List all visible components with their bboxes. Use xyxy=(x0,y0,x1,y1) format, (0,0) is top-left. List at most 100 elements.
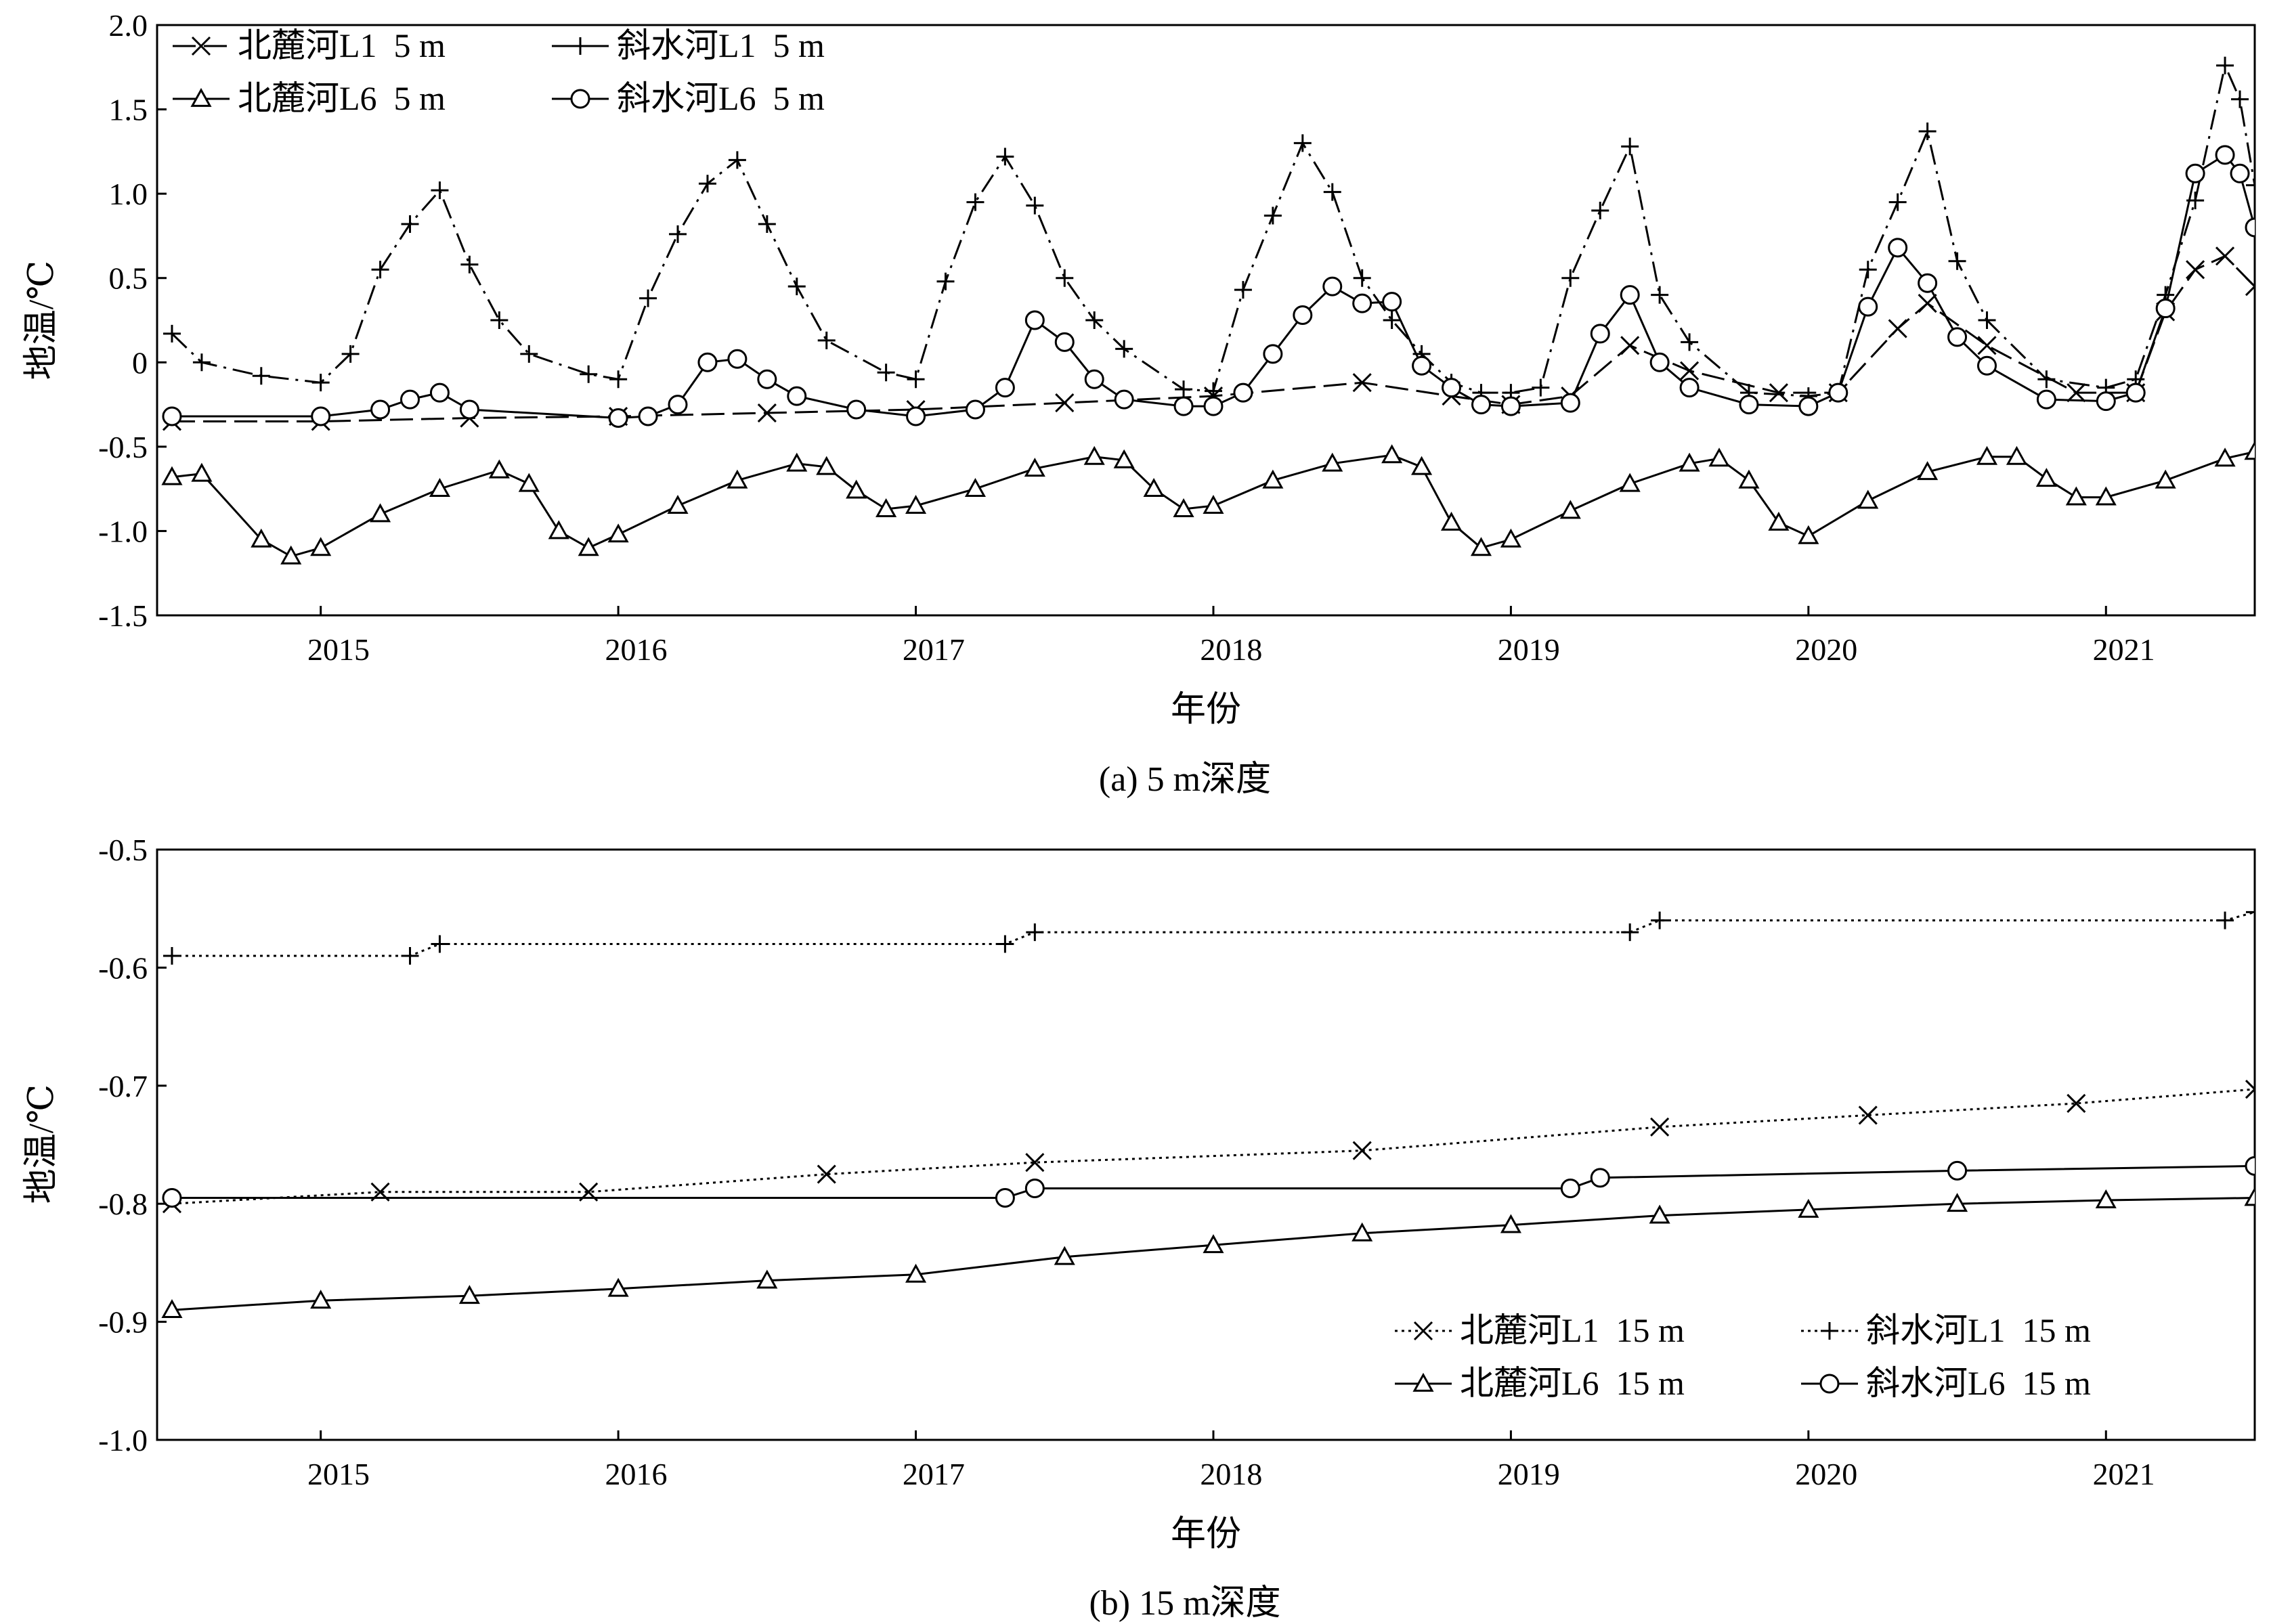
data-point xyxy=(875,498,897,517)
data-point xyxy=(460,255,479,273)
legend-marker xyxy=(1819,1374,1840,1394)
series-line xyxy=(171,62,2255,397)
data-point xyxy=(2245,1079,2255,1099)
data-point xyxy=(1203,396,1224,416)
data-point xyxy=(1977,355,1997,376)
data-point xyxy=(1083,445,1105,465)
data-point xyxy=(607,1277,629,1297)
data-point xyxy=(1650,1117,1670,1137)
x-tick-label: 2020 xyxy=(1795,1457,1857,1491)
data-point xyxy=(1056,269,1074,287)
data-point xyxy=(1352,373,1372,393)
series-plus xyxy=(163,903,2255,965)
data-point xyxy=(1649,1204,1670,1224)
data-point xyxy=(1412,355,1432,376)
data-point xyxy=(518,473,540,492)
chart-panel-b: -1.0-0.9-0.8-0.7-0.6-0.5 2015 2016 2017 201… xyxy=(22,833,2256,1623)
data-point xyxy=(1590,1168,1610,1188)
data-point xyxy=(251,528,272,548)
data-point xyxy=(1353,269,1371,287)
data-point xyxy=(2036,389,2056,410)
data-point xyxy=(1828,382,1848,403)
data-point xyxy=(727,349,748,369)
data-point xyxy=(698,175,716,193)
legend-label: 斜水河L6 15 m xyxy=(1866,1364,2091,1402)
series-triangle xyxy=(161,441,2255,565)
data-point xyxy=(1619,473,1641,492)
data-point xyxy=(1888,238,1908,258)
series-group-b xyxy=(161,903,2255,1319)
data-point xyxy=(2215,246,2235,266)
x-tick-label: 2017 xyxy=(903,632,965,667)
data-point xyxy=(1442,378,1462,398)
data-point xyxy=(846,479,867,499)
chart-panel-a: -1.5-1.0-0.500.51.01.52.0 2015 2016 2017 20… xyxy=(22,8,2256,799)
data-point xyxy=(191,462,213,482)
data-point xyxy=(1681,333,1699,351)
x-axis-label-b: 年份 xyxy=(1171,1515,1241,1554)
data-point xyxy=(1351,1222,1373,1242)
legend-marker xyxy=(190,87,212,107)
data-point xyxy=(965,399,985,420)
data-point xyxy=(1977,336,1997,355)
data-point xyxy=(757,403,777,423)
data-point xyxy=(1769,383,1788,403)
data-point xyxy=(1918,273,1938,293)
data-point xyxy=(906,406,926,426)
series-circle xyxy=(162,1156,2255,1208)
data-point xyxy=(1947,1193,1968,1212)
data-point xyxy=(1115,340,1133,358)
x-tick-label: 2018 xyxy=(1200,1457,1262,1491)
data-point xyxy=(1739,395,1759,415)
y-tick-label: 1.0 xyxy=(109,177,148,211)
legend-label: 北麓河L1 15 m xyxy=(1460,1311,1685,1349)
data-point xyxy=(310,537,332,556)
data-point xyxy=(2185,163,2205,183)
data-point xyxy=(1947,327,1968,347)
data-point xyxy=(1352,293,1372,313)
data-point xyxy=(1500,396,1521,416)
data-point xyxy=(1322,452,1343,472)
legend-item: 北麓河L6 5 m xyxy=(173,79,446,117)
data-point xyxy=(1352,1141,1372,1160)
data-point xyxy=(757,369,777,389)
data-point xyxy=(2037,370,2056,389)
y-tick-label: -0.5 xyxy=(98,833,148,867)
data-point xyxy=(161,466,183,485)
data-point xyxy=(1679,378,1700,398)
data-point xyxy=(1470,537,1492,556)
data-point xyxy=(728,151,746,169)
legend-label: 斜水河L6 5 m xyxy=(617,79,825,117)
data-point xyxy=(252,367,270,385)
data-point xyxy=(996,935,1014,953)
data-point xyxy=(609,370,628,389)
data-point xyxy=(371,261,389,279)
data-point xyxy=(2244,1187,2255,1206)
data-point xyxy=(1025,1153,1045,1172)
data-point xyxy=(1738,469,1760,489)
legend-label: 北麓河L1 5 m xyxy=(238,26,446,64)
data-point xyxy=(2095,1189,2117,1208)
legend-label: 斜水河L1 15 m xyxy=(1866,1311,2091,1349)
legend-marker xyxy=(1413,1321,1433,1341)
data-point xyxy=(2245,217,2255,238)
data-point xyxy=(1560,393,1580,413)
series-line xyxy=(171,1088,2255,1205)
data-point xyxy=(1559,500,1581,519)
data-point xyxy=(1500,1214,1521,1233)
data-point xyxy=(431,181,449,200)
data-point xyxy=(429,478,451,498)
data-point xyxy=(490,311,509,329)
data-point xyxy=(1649,352,1670,372)
data-point xyxy=(786,452,808,472)
data-point xyxy=(1263,344,1283,364)
data-point xyxy=(1651,286,1669,304)
x-tick-label: 2016 xyxy=(605,1457,667,1491)
data-point xyxy=(1621,923,1639,942)
series-group-a xyxy=(161,56,2255,565)
data-point xyxy=(1382,292,1402,312)
legend-item: 斜水河L1 15 m xyxy=(1801,1311,2091,1349)
data-point xyxy=(2216,56,2234,74)
caption-b: (b) 15 m深度 xyxy=(1089,1584,1280,1623)
data-point xyxy=(1708,447,1730,467)
